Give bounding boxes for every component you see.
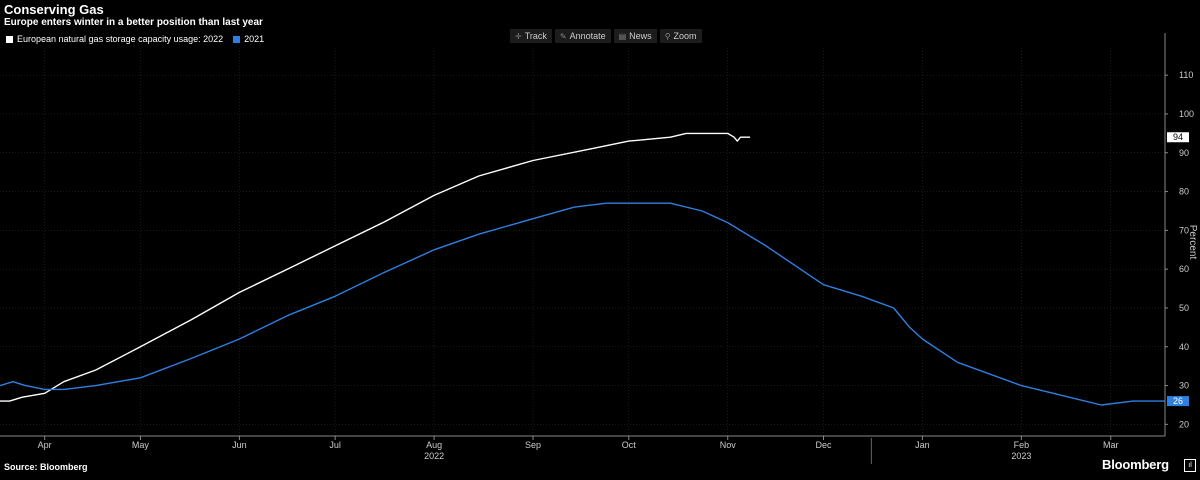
track-button[interactable]: ✛ Track (510, 29, 552, 43)
y-tick-label: 60 (1179, 264, 1189, 274)
y-tick-label: 40 (1179, 342, 1189, 352)
x-year-label: 2023 (1011, 451, 1031, 461)
end-label-box-1 (1167, 396, 1189, 407)
x-year-label: 2022 (424, 451, 444, 461)
news-icon: ▤ (618, 31, 627, 41)
end-label-box-0 (1167, 132, 1189, 143)
bloomberg-logo: Bloomberg (1102, 457, 1169, 472)
news-button[interactable]: ▤ News (613, 29, 657, 43)
series-line-0 (0, 132, 751, 402)
x-tick-label: Oct (622, 440, 637, 450)
x-tick-label: Aug (426, 440, 442, 450)
y-tick-label: 20 (1179, 419, 1189, 429)
end-labels: 94 26 (1167, 132, 1189, 407)
series-lines (0, 132, 1165, 406)
annotate-button[interactable]: ✎ Annotate (554, 29, 611, 43)
end-label-0: 94 (1173, 132, 1183, 142)
y-tick-label: 30 (1179, 381, 1189, 391)
crosshair-icon: ✛ (515, 31, 522, 41)
x-tick-label: Feb (1014, 440, 1030, 450)
legend-label-2021: 2021 (244, 34, 265, 44)
x-tick-label: Mar (1103, 440, 1119, 450)
news-label: News (629, 31, 652, 41)
y-tick-label: 70 (1179, 225, 1189, 235)
x-tick-label: Sep (525, 440, 541, 450)
annotate-label: Annotate (569, 31, 606, 41)
x-tick-label: Jul (329, 440, 341, 450)
x-tick-label: Apr (38, 440, 52, 450)
y-tick-label: 90 (1179, 148, 1189, 158)
legend-label-2022: European natural gas storage capacity us… (17, 34, 224, 44)
y-tick-label: 110 (1179, 70, 1193, 80)
legend: European natural gas storage capacity us… (6, 34, 264, 44)
end-label-1: 26 (1173, 396, 1183, 406)
y-tick-label: 80 (1179, 187, 1189, 197)
y-tick-label: 100 (1179, 109, 1194, 119)
legend-swatch-2022 (6, 35, 13, 43)
zoom-button[interactable]: ⚲ Zoom (659, 29, 702, 43)
x-tick-label: Jan (915, 440, 930, 450)
magnifier-icon: ⚲ (664, 31, 671, 41)
source-note: Source: Bloomberg (4, 462, 88, 472)
x-tick-label: Jun (232, 440, 247, 450)
y-axis-label: Percent (1187, 225, 1198, 260)
chart-toolbar: ✛ Track ✎ Annotate ▤ News ⚲ Zoom (510, 29, 702, 43)
zoom-label: Zoom (673, 31, 697, 41)
chart-title: Conserving Gas (4, 2, 104, 17)
x-tick-label: May (132, 440, 150, 450)
y-tick-label: 50 (1179, 303, 1189, 313)
grid (0, 48, 1165, 436)
chart-subtitle: Europe enters winter in a better positio… (4, 17, 263, 28)
x-tick-label: Dec (815, 440, 832, 450)
series-line-1 (0, 202, 1165, 406)
pencil-icon: ✎ (559, 31, 567, 41)
legend-swatch-2021 (233, 35, 241, 43)
x-tick-label: Nov (720, 440, 737, 450)
track-label: Track (524, 31, 547, 41)
bloomberg-tick-icon: ıl (1184, 459, 1196, 472)
axes: 20 30 40 50 60 70 80 90 100 110 Apr May Jun Jul Aug Sep… (0, 33, 1198, 464)
